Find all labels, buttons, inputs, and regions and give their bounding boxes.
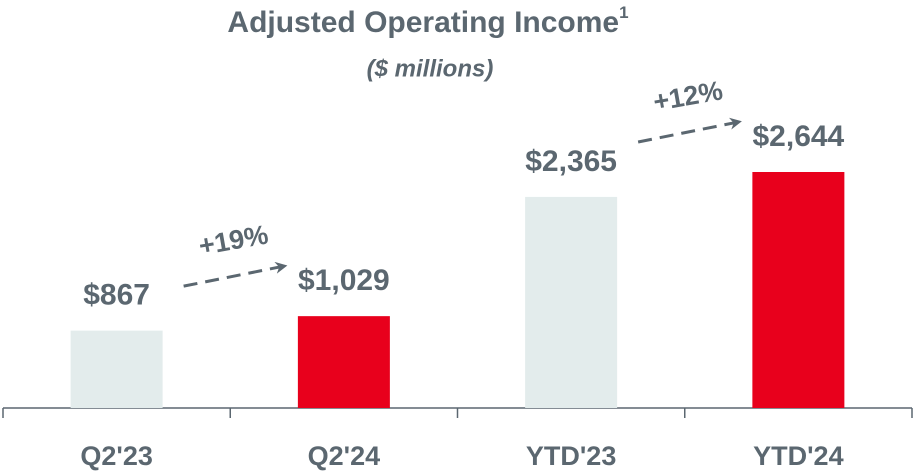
change-label: +12%	[651, 75, 725, 117]
bar	[70, 330, 163, 408]
bar	[297, 316, 390, 408]
change-arrow	[183, 261, 288, 288]
x-tick-label: YTD'24	[753, 441, 843, 471]
title-footnote: 1	[619, 3, 628, 22]
value-label: $867	[83, 279, 150, 312]
chart-subtitle: ($ millions)	[367, 55, 494, 82]
value-label: $2,644	[752, 120, 844, 153]
x-tick-label: Q2'24	[308, 441, 380, 471]
value-label: $2,365	[525, 145, 617, 178]
x-tick-label: Q2'23	[80, 441, 152, 471]
bar	[752, 172, 845, 408]
change-arrow	[637, 117, 742, 144]
change-label: +19%	[196, 219, 270, 261]
x-tick-label: YTD'23	[526, 441, 616, 471]
value-label: $1,029	[298, 264, 390, 297]
bar	[525, 196, 618, 408]
chart-title: Adjusted Operating Income1	[227, 3, 628, 38]
title-text: Adjusted Operating Income	[227, 6, 619, 39]
